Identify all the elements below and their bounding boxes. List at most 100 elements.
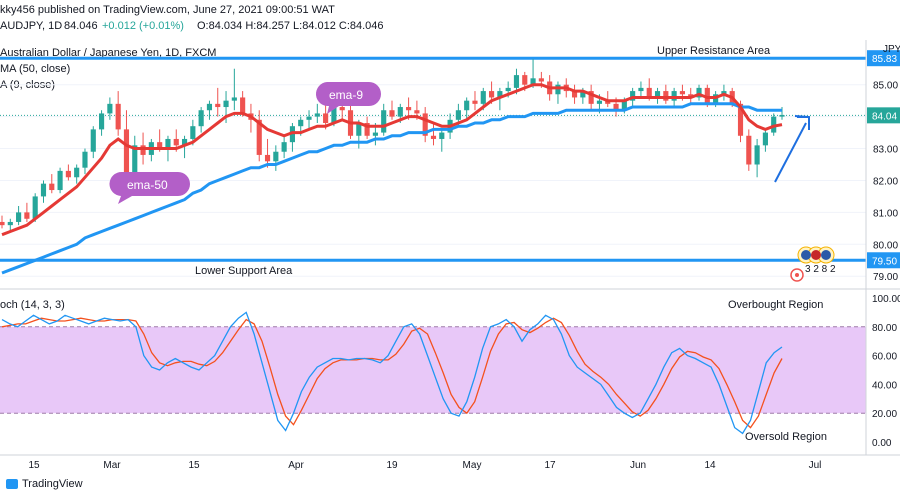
stochastic-tick-label: 100.00 <box>872 294 900 305</box>
candle <box>530 59 536 88</box>
price-label-box <box>867 252 900 269</box>
event-count: 3 2 8 2 <box>805 264 836 275</box>
candle <box>107 97 113 120</box>
candle <box>198 107 204 133</box>
candle <box>289 123 295 152</box>
ema9-bubble: ema-9 <box>315 82 381 114</box>
symbol-ohlc: O:84.034 H:84.257 L:84.012 C:84.046 <box>197 20 384 32</box>
price-tick-label: 82.00 <box>873 176 898 187</box>
ema50-line <box>1 102 782 275</box>
candle <box>49 174 55 194</box>
candle <box>181 135 188 159</box>
price-tick-label: 80.00 <box>873 240 898 251</box>
stochastic-d-line <box>1 317 783 429</box>
candle <box>273 145 279 171</box>
price-label: 84.04 <box>872 111 897 122</box>
upper-resistance-label: Upper Resistance Area <box>657 45 771 57</box>
candle <box>40 180 47 203</box>
candle <box>82 148 88 175</box>
tradingview-logo: TradingView <box>6 478 83 490</box>
symbol-price: 84.046 <box>64 20 98 32</box>
stochastic-tick-label: 40.00 <box>872 380 897 391</box>
candle <box>381 103 387 136</box>
stochastic-tick-label: 80.00 <box>872 323 897 334</box>
price-label-box <box>867 107 900 124</box>
economic-events-icon[interactable]: 3 2 8 2 <box>790 246 836 282</box>
price-tick-label: 79.00 <box>873 272 898 283</box>
tradingview-brand: TradingView <box>22 478 83 490</box>
tradingview-logo-icon <box>6 479 18 489</box>
candle <box>314 103 320 123</box>
candle <box>605 91 611 108</box>
up-arrow-icon <box>774 115 810 183</box>
candle <box>16 206 22 226</box>
candle <box>754 138 760 178</box>
candle <box>7 218 13 232</box>
overbought-label: Overbought Region <box>728 299 823 311</box>
candle <box>306 110 312 130</box>
time-tick-label: 15 <box>188 460 200 471</box>
candle <box>771 113 777 136</box>
price-axis: 85.0084.0083.0082.0081.0080.0079.0085.83… <box>867 50 900 283</box>
time-tick-label: 15 <box>28 460 40 471</box>
symbol-name: AUDJPY, 1D <box>0 20 62 32</box>
candle <box>0 215 5 229</box>
oversold-label: Oversold Region <box>745 431 827 443</box>
candle <box>115 91 121 136</box>
stochastic-axis: 100.00 80.00 60.00 40.00 20.00 0.00 <box>872 294 900 449</box>
candle <box>654 87 661 104</box>
candle <box>206 100 213 120</box>
candle <box>696 84 702 101</box>
candle <box>231 68 237 111</box>
time-tick-label: Jul <box>809 460 822 471</box>
price-label: 85.83 <box>872 54 897 65</box>
time-tick-label: Jun <box>630 460 646 471</box>
time-tick-label: May <box>463 460 482 471</box>
lower-support-label: Lower Support Area <box>195 265 293 277</box>
candle <box>688 87 694 104</box>
candle <box>430 123 437 146</box>
symbol-change: +0.012 (+0.01%) <box>102 20 184 32</box>
price-label-box <box>867 50 900 67</box>
ema9-line <box>1 83 783 237</box>
time-tick-label: 17 <box>544 460 556 471</box>
candle <box>439 129 445 152</box>
candle <box>264 138 271 168</box>
candle <box>721 84 727 101</box>
candle <box>57 167 63 194</box>
symbol-line: AUDJPY, 1D 84.046 +0.012 (+0.01%) O:84.0… <box>0 20 384 32</box>
price-pane: Upper Resistance Area Lower Support Area… <box>0 44 900 283</box>
candle <box>24 202 30 222</box>
stochastic-pane: och (14, 3, 3) Overbought Region Oversol… <box>0 294 900 449</box>
candle <box>90 126 96 159</box>
candle <box>364 116 370 139</box>
candle <box>746 129 752 171</box>
candle <box>472 91 478 111</box>
candle <box>638 81 644 98</box>
ema50-bubble: ema-50 <box>109 171 190 204</box>
ema9-bubble-text: ema-9 <box>329 88 363 102</box>
candle <box>588 84 594 111</box>
stochastic-k-line <box>1 311 783 435</box>
stochastic-tick-label: 60.00 <box>872 352 897 363</box>
ema50-bubble-text: ema-50 <box>127 178 168 192</box>
price-label: 79.50 <box>872 256 897 267</box>
candle <box>148 138 154 162</box>
candle <box>65 164 71 181</box>
time-axis: 15 Mar 15 Apr 19 May 17 Jun 14 Jul <box>28 460 821 471</box>
price-tick-label: 81.00 <box>873 208 898 219</box>
stochastic-tick-label: 20.00 <box>872 409 897 420</box>
currency-label: JPY <box>883 44 900 55</box>
candle <box>281 135 287 159</box>
time-tick-label: 14 <box>704 460 716 471</box>
candle <box>389 100 395 120</box>
candle <box>663 84 669 104</box>
candle <box>464 97 470 120</box>
candle <box>256 110 262 162</box>
stochastic-tick-label: 0.00 <box>872 438 892 449</box>
time-tick-label: Mar <box>103 460 121 471</box>
time-tick-label: Apr <box>288 460 304 471</box>
candle <box>422 107 428 143</box>
instrument-title: Australian Dollar / Japanese Yen, 1D, FX… <box>0 47 216 59</box>
